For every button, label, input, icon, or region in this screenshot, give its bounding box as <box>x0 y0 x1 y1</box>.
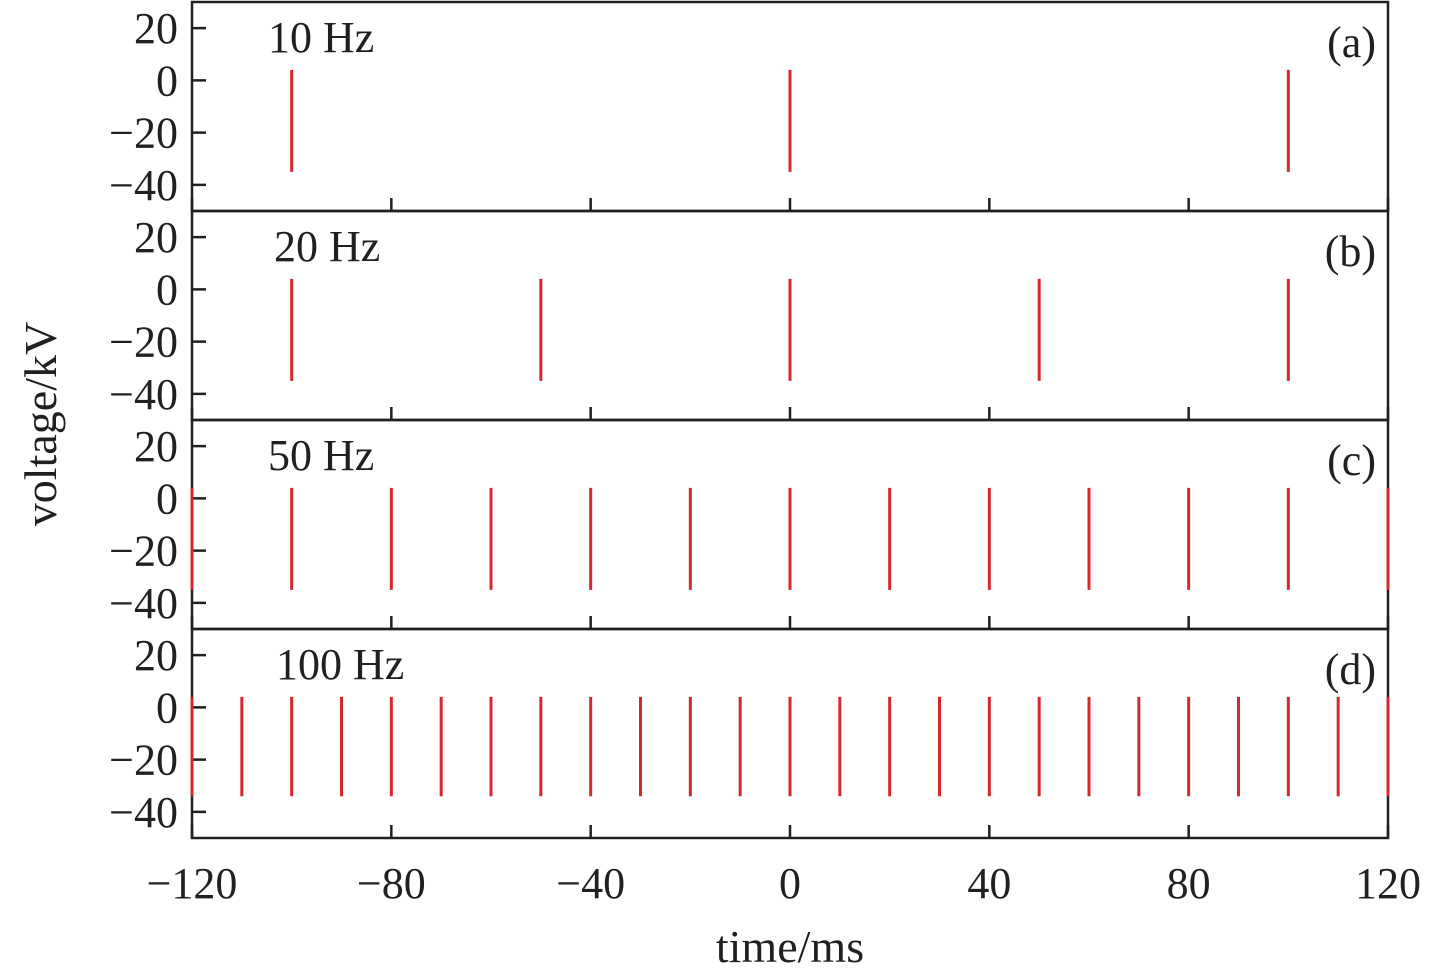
panel-2: 200−20−40 20 Hz (b) <box>109 209 1390 422</box>
x-axis: −120 −80 −40 0 40 80 120 <box>147 859 1421 908</box>
y-tick-label: −40 <box>109 370 178 419</box>
y-tick-label: 0 <box>156 265 178 314</box>
y-tick-label: 0 <box>156 474 178 523</box>
y-tick-label: 20 <box>134 631 178 680</box>
x-tick-label: 0 <box>779 859 801 908</box>
x-tick-label: 120 <box>1355 859 1421 908</box>
y-tick-label: −40 <box>109 579 178 628</box>
panel-4: 200−20−40 100 Hz (d) <box>109 627 1390 840</box>
x-tick-label: −120 <box>147 859 238 908</box>
panel-tag: (b) <box>1325 227 1376 276</box>
panel-tag: (a) <box>1327 18 1376 67</box>
x-axis-label: time/ms <box>716 921 864 972</box>
y-tick-label: 0 <box>156 56 178 105</box>
y-tick-label: 0 <box>156 683 178 732</box>
panel-title: 100 Hz <box>276 640 404 689</box>
y-tick-label: −20 <box>109 318 178 367</box>
y-tick-label: 20 <box>134 422 178 471</box>
y-tick-label: −40 <box>109 788 178 837</box>
x-tick-label: −80 <box>357 859 426 908</box>
x-tick-label: 40 <box>967 859 1011 908</box>
panel-title: 10 Hz <box>268 13 374 62</box>
panel-3: 200−20−40 50 Hz (c) <box>109 418 1390 631</box>
x-tick-label: 80 <box>1167 859 1211 908</box>
panel-tag: (c) <box>1327 436 1376 485</box>
panel-title: 20 Hz <box>274 222 380 271</box>
x-tick-label: −40 <box>556 859 625 908</box>
y-tick-label: −20 <box>109 736 178 785</box>
y-tick-label: 20 <box>134 4 178 53</box>
y-tick-label: −40 <box>109 161 178 210</box>
y-tick-label: −20 <box>109 527 178 576</box>
y-tick-label: 20 <box>134 213 178 262</box>
panel-tag: (d) <box>1325 645 1376 694</box>
panel-1: 200−20−40 10 Hz (a) <box>109 0 1390 213</box>
y-tick-label: −20 <box>109 109 178 158</box>
panel-title: 50 Hz <box>268 431 374 480</box>
y-axis-label: voltage/kV <box>15 322 66 526</box>
